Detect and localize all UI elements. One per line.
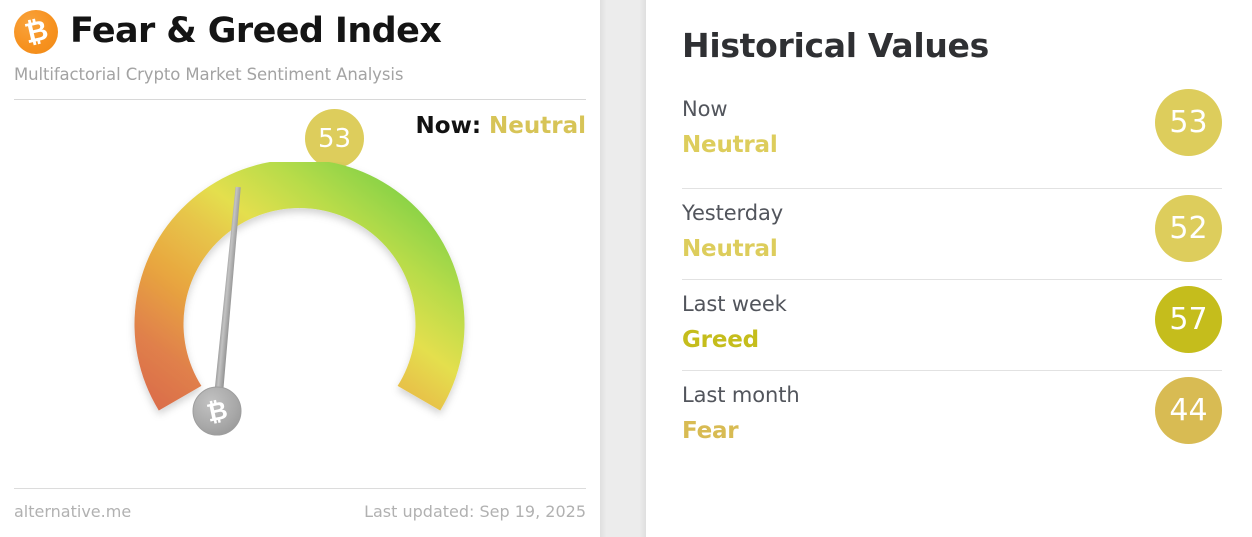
now-classification: Neutral [489,113,586,139]
list-item: Now Neutral 53 [682,89,1222,188]
footer-divider [14,488,586,489]
history-value-badge: 44 [1155,377,1222,444]
gauge-panel: ₿ Fear & Greed Index Multifactorial Cryp… [0,0,600,537]
last-updated-text: Last updated: Sep 19, 2025 [364,502,586,521]
historical-values-title: Historical Values [682,26,989,65]
gauge-footer: alternative.me Last updated: Sep 19, 202… [14,488,586,521]
gauge-chart: ₿ [14,162,586,492]
history-period: Now [682,97,728,121]
history-value-badge: 57 [1155,286,1222,353]
history-classification: Neutral [682,132,778,158]
gauge-arc [134,162,465,411]
panel-divider [600,0,646,537]
historical-values-list: Now Neutral 53 Yesterday Neutral 52 Last… [682,89,1222,461]
history-value-badge: 53 [1155,89,1222,156]
source-link[interactable]: alternative.me [14,502,132,521]
bitcoin-glyph: ₿ [21,12,51,50]
history-value-badge: 52 [1155,195,1222,262]
brand-header: ₿ Fear & Greed Index [14,0,586,54]
page-title: Fear & Greed Index [70,11,442,51]
history-classification: Fear [682,418,739,444]
history-classification: Neutral [682,236,778,262]
list-item: Last week Greed 57 [682,279,1222,370]
page-subtitle: Multifactorial Crypto Market Sentiment A… [14,65,404,84]
historical-values-panel: Historical Values Now Neutral 53 Yesterd… [646,0,1252,537]
gauge-svg: ₿ [134,162,465,436]
now-label: Now: [415,113,482,139]
list-item: Last month Fear 44 [682,370,1222,461]
gauge-needle: ₿ [192,186,242,436]
list-item: Yesterday Neutral 52 [682,188,1222,279]
history-classification: Greed [682,327,759,353]
gauge-value-badge: 53 [305,109,364,168]
history-period: Yesterday [682,201,784,225]
gauge-area: Now: Neutral 53 [14,100,586,537]
history-period: Last week [682,292,787,316]
history-period: Last month [682,383,800,407]
bitcoin-icon: ₿ [14,9,58,54]
now-readout: Now: Neutral [416,113,586,139]
header-divider [14,99,586,100]
